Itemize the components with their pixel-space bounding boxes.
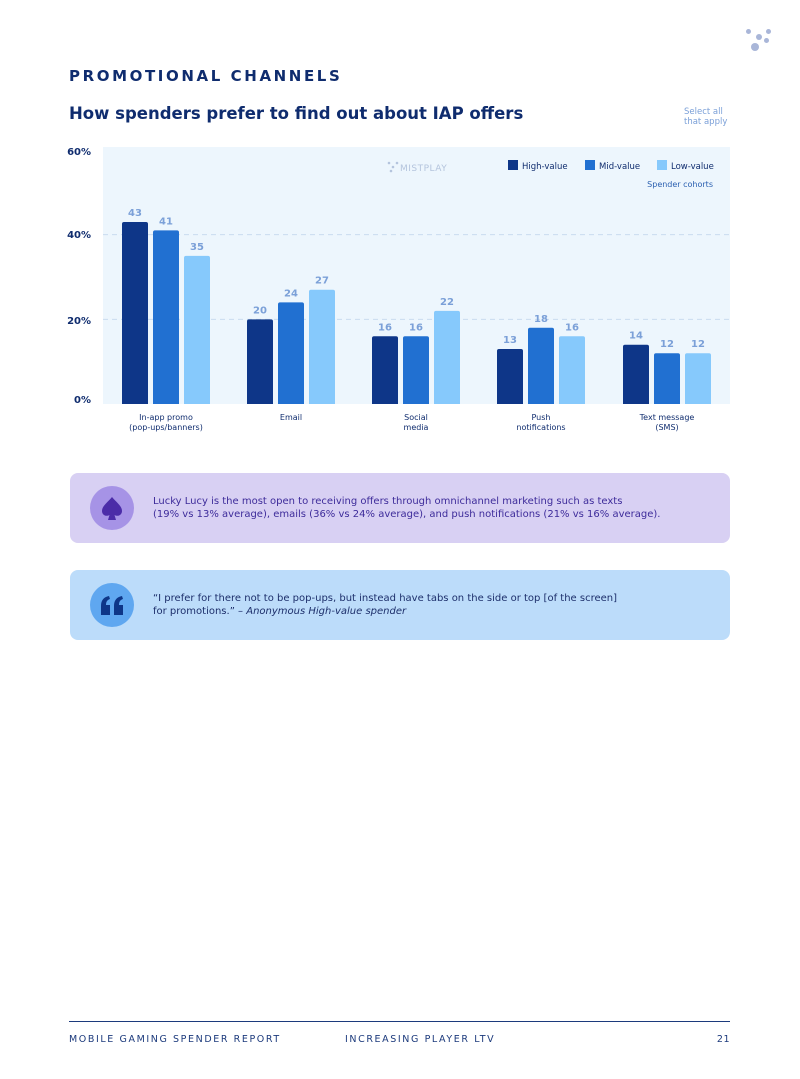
data-label: 18 bbox=[534, 314, 548, 325]
data-label: 16 bbox=[565, 322, 579, 333]
category-label: Text message (SMS) bbox=[639, 413, 695, 432]
watermark-dot bbox=[389, 169, 393, 173]
data-label: 14 bbox=[629, 331, 643, 342]
category-label: In-app promo (pop-ups/banners) bbox=[129, 413, 203, 432]
legend-label: High-value bbox=[522, 162, 568, 172]
watermark-dot bbox=[387, 161, 391, 165]
bar bbox=[623, 344, 649, 404]
y-tick-label: 60% bbox=[67, 147, 91, 158]
data-label: 41 bbox=[159, 216, 173, 227]
legend-swatch bbox=[657, 160, 667, 170]
select-all-note: Select all that apply bbox=[684, 107, 728, 127]
spender-quote-callout: “I prefer for there not to be pop-ups, b… bbox=[70, 570, 730, 640]
quote-line-2-text: for promotions.” – bbox=[153, 606, 244, 617]
bar bbox=[372, 336, 398, 404]
quote-attribution: Anonymous High-value spender bbox=[246, 606, 407, 617]
bar bbox=[184, 255, 210, 404]
bar bbox=[403, 336, 429, 404]
data-label: 43 bbox=[128, 208, 142, 219]
legend-title: Spender cohorts bbox=[647, 180, 713, 189]
bar bbox=[559, 336, 585, 404]
quote-line-2: for promotions.” – Anonymous High-value … bbox=[153, 605, 617, 618]
lucky-lucy-text: Lucky Lucy is the most open to receiving… bbox=[153, 495, 660, 521]
y-tick-label: 20% bbox=[67, 316, 91, 327]
legend-swatch bbox=[508, 160, 518, 170]
data-label: 12 bbox=[691, 339, 705, 350]
data-label: 20 bbox=[253, 305, 267, 316]
bar-chart: 0% 20% 40% 60% MISTPLAY High-value Mid-value Lo… bbox=[67, 147, 730, 432]
data-label: 16 bbox=[378, 322, 392, 333]
chart-title: How spenders prefer to find out about IA… bbox=[69, 104, 524, 123]
spade-icon bbox=[90, 486, 134, 530]
bar bbox=[528, 327, 554, 404]
bar bbox=[434, 310, 460, 404]
y-tick-label: 0% bbox=[74, 395, 91, 406]
data-label: 35 bbox=[190, 242, 204, 253]
lucky-lucy-line-2: (19% vs 13% average), emails (36% vs 24%… bbox=[153, 509, 661, 520]
bar bbox=[153, 230, 179, 404]
footer-rule bbox=[69, 1021, 730, 1022]
data-label: 13 bbox=[503, 335, 517, 346]
category-label: Social media bbox=[404, 413, 429, 432]
quote-icon bbox=[90, 583, 134, 627]
quote-line-1: “I prefer for there not to be pop-ups, b… bbox=[153, 593, 618, 604]
legend-label: Mid-value bbox=[599, 162, 640, 172]
data-label: 27 bbox=[315, 276, 329, 287]
y-tick-label: 40% bbox=[67, 230, 91, 241]
legend-label: Low-value bbox=[671, 162, 714, 172]
lucky-lucy-line-1: Lucky Lucy is the most open to receiving… bbox=[153, 496, 623, 507]
watermark-dot bbox=[391, 165, 395, 169]
legend-swatch bbox=[585, 160, 595, 170]
watermark-dot bbox=[395, 161, 399, 165]
mistplay-watermark: MISTPLAY bbox=[400, 164, 447, 174]
data-label: 24 bbox=[284, 288, 298, 299]
data-label: 12 bbox=[660, 339, 674, 350]
category-label: Push notifications bbox=[516, 413, 565, 432]
bar bbox=[122, 221, 148, 404]
category-label: Email bbox=[280, 413, 302, 422]
lucky-lucy-callout: Lucky Lucy is the most open to receiving… bbox=[70, 473, 730, 543]
footer-section-title: INCREASING PLAYER LTV bbox=[345, 1034, 496, 1045]
page-number: 21 bbox=[716, 1034, 730, 1045]
data-label: 22 bbox=[440, 297, 454, 308]
bar bbox=[497, 348, 523, 404]
bar bbox=[309, 289, 335, 404]
bar bbox=[278, 302, 304, 404]
data-label: 16 bbox=[409, 322, 423, 333]
brand-dots-logo bbox=[740, 26, 774, 54]
bar bbox=[247, 319, 273, 404]
section-title: PROMOTIONAL CHANNELS bbox=[69, 67, 343, 85]
bar bbox=[685, 353, 711, 404]
spender-quote-text: “I prefer for there not to be pop-ups, b… bbox=[153, 592, 617, 618]
footer-report-title: MOBILE GAMING SPENDER REPORT bbox=[69, 1034, 281, 1045]
bar bbox=[654, 353, 680, 404]
